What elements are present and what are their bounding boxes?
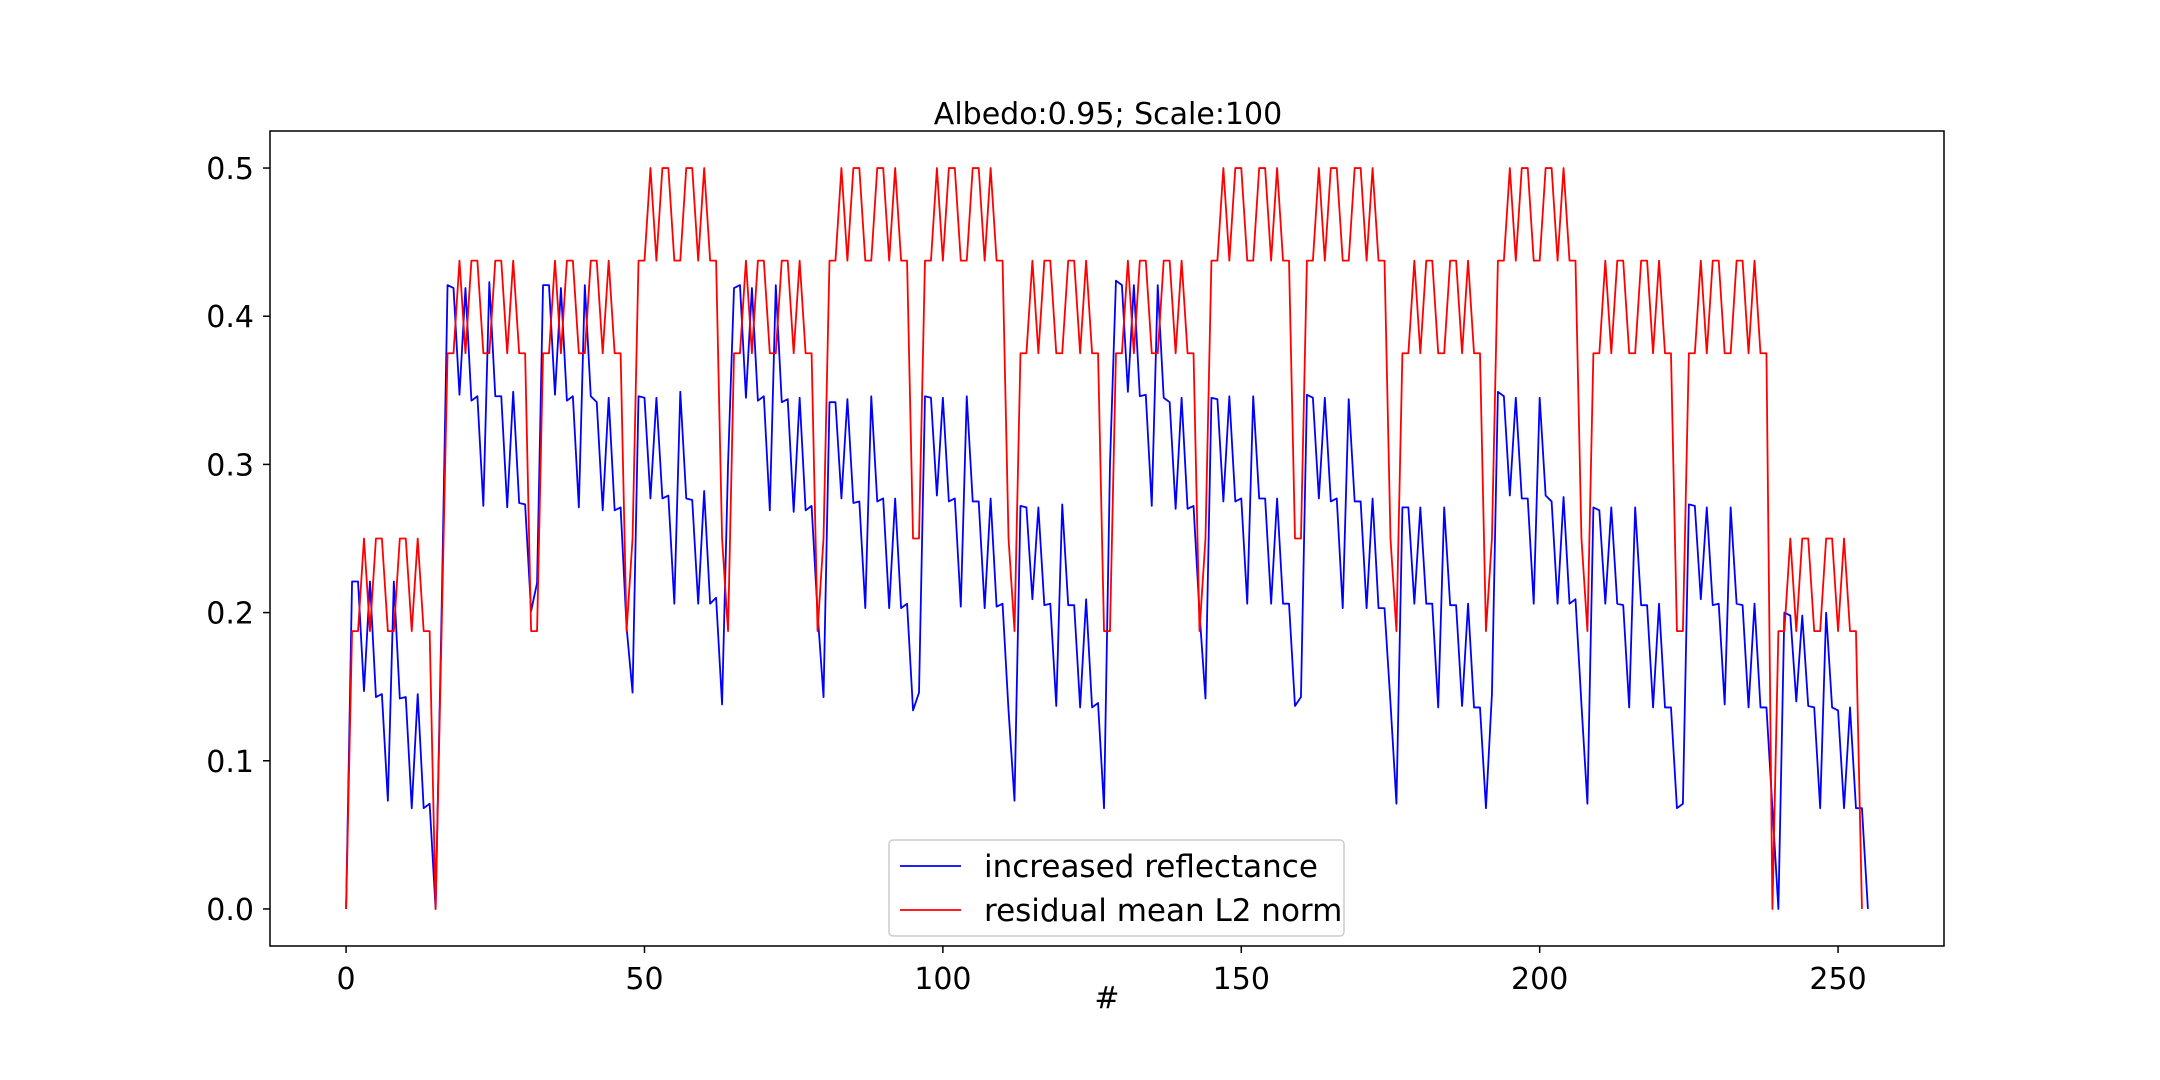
series-lines bbox=[345, 167, 1869, 910]
x-tick-label: 50 bbox=[625, 962, 663, 997]
x-tick-label: 200 bbox=[1511, 962, 1568, 997]
axis-ticks: 0 50 100 150 200 250 0.0 0.1 0.2 0.3 0.4 0.5 bbox=[206, 152, 1866, 997]
y-tick-label: 0.3 bbox=[206, 448, 254, 483]
x-axis-label: # bbox=[1094, 981, 1119, 1016]
y-tick-label: 0.4 bbox=[206, 300, 254, 335]
x-tick-label: 0 bbox=[337, 962, 356, 997]
legend-label: residual mean L2 norm bbox=[984, 893, 1342, 929]
chart-title: Albedo:0.95; Scale:100 bbox=[934, 97, 1282, 132]
series-line-residual-mean-l2-norm bbox=[345, 167, 1863, 910]
legend: increased reflectance residual mean L2 no… bbox=[888, 839, 1345, 937]
y-tick-label: 0.0 bbox=[206, 893, 254, 928]
legend-label: increased reflectance bbox=[984, 849, 1318, 885]
legend-box bbox=[888, 839, 1345, 937]
y-tick-label: 0.2 bbox=[206, 597, 254, 632]
x-tick-label: 150 bbox=[1213, 962, 1270, 997]
x-tick-label: 100 bbox=[914, 962, 971, 997]
x-tick-label: 250 bbox=[1809, 962, 1866, 997]
plot-area-frame bbox=[269, 130, 1945, 947]
series-line-increased-reflectance bbox=[345, 279, 1869, 910]
y-tick-label: 0.5 bbox=[206, 152, 254, 187]
y-tick-label: 0.1 bbox=[206, 745, 254, 780]
